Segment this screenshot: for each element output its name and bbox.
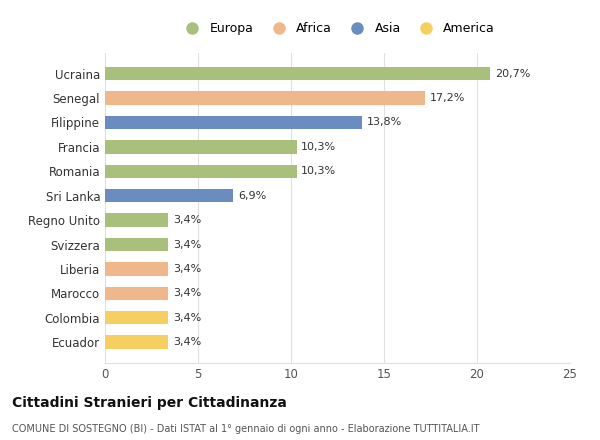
Bar bbox=[105, 165, 296, 178]
Text: 10,3%: 10,3% bbox=[301, 166, 337, 176]
Text: 13,8%: 13,8% bbox=[367, 117, 401, 128]
Bar bbox=[105, 140, 296, 154]
Text: 20,7%: 20,7% bbox=[494, 69, 530, 79]
Text: 17,2%: 17,2% bbox=[430, 93, 465, 103]
Legend: Europa, Africa, Asia, America: Europa, Africa, Asia, America bbox=[176, 19, 499, 39]
Text: 3,4%: 3,4% bbox=[173, 313, 201, 323]
Bar bbox=[105, 189, 233, 202]
Bar bbox=[105, 262, 168, 275]
Text: 3,4%: 3,4% bbox=[173, 337, 201, 347]
Text: 6,9%: 6,9% bbox=[238, 191, 266, 201]
Text: 3,4%: 3,4% bbox=[173, 239, 201, 249]
Bar bbox=[105, 335, 168, 349]
Text: 3,4%: 3,4% bbox=[173, 215, 201, 225]
Text: 10,3%: 10,3% bbox=[301, 142, 337, 152]
Bar bbox=[105, 67, 490, 81]
Text: 3,4%: 3,4% bbox=[173, 264, 201, 274]
Bar bbox=[105, 238, 168, 251]
Bar bbox=[105, 286, 168, 300]
Text: Cittadini Stranieri per Cittadinanza: Cittadini Stranieri per Cittadinanza bbox=[12, 396, 287, 410]
Text: COMUNE DI SOSTEGNO (BI) - Dati ISTAT al 1° gennaio di ogni anno - Elaborazione T: COMUNE DI SOSTEGNO (BI) - Dati ISTAT al … bbox=[12, 424, 479, 434]
Bar bbox=[105, 311, 168, 324]
Bar bbox=[105, 116, 362, 129]
Bar bbox=[105, 213, 168, 227]
Text: 3,4%: 3,4% bbox=[173, 288, 201, 298]
Bar bbox=[105, 92, 425, 105]
